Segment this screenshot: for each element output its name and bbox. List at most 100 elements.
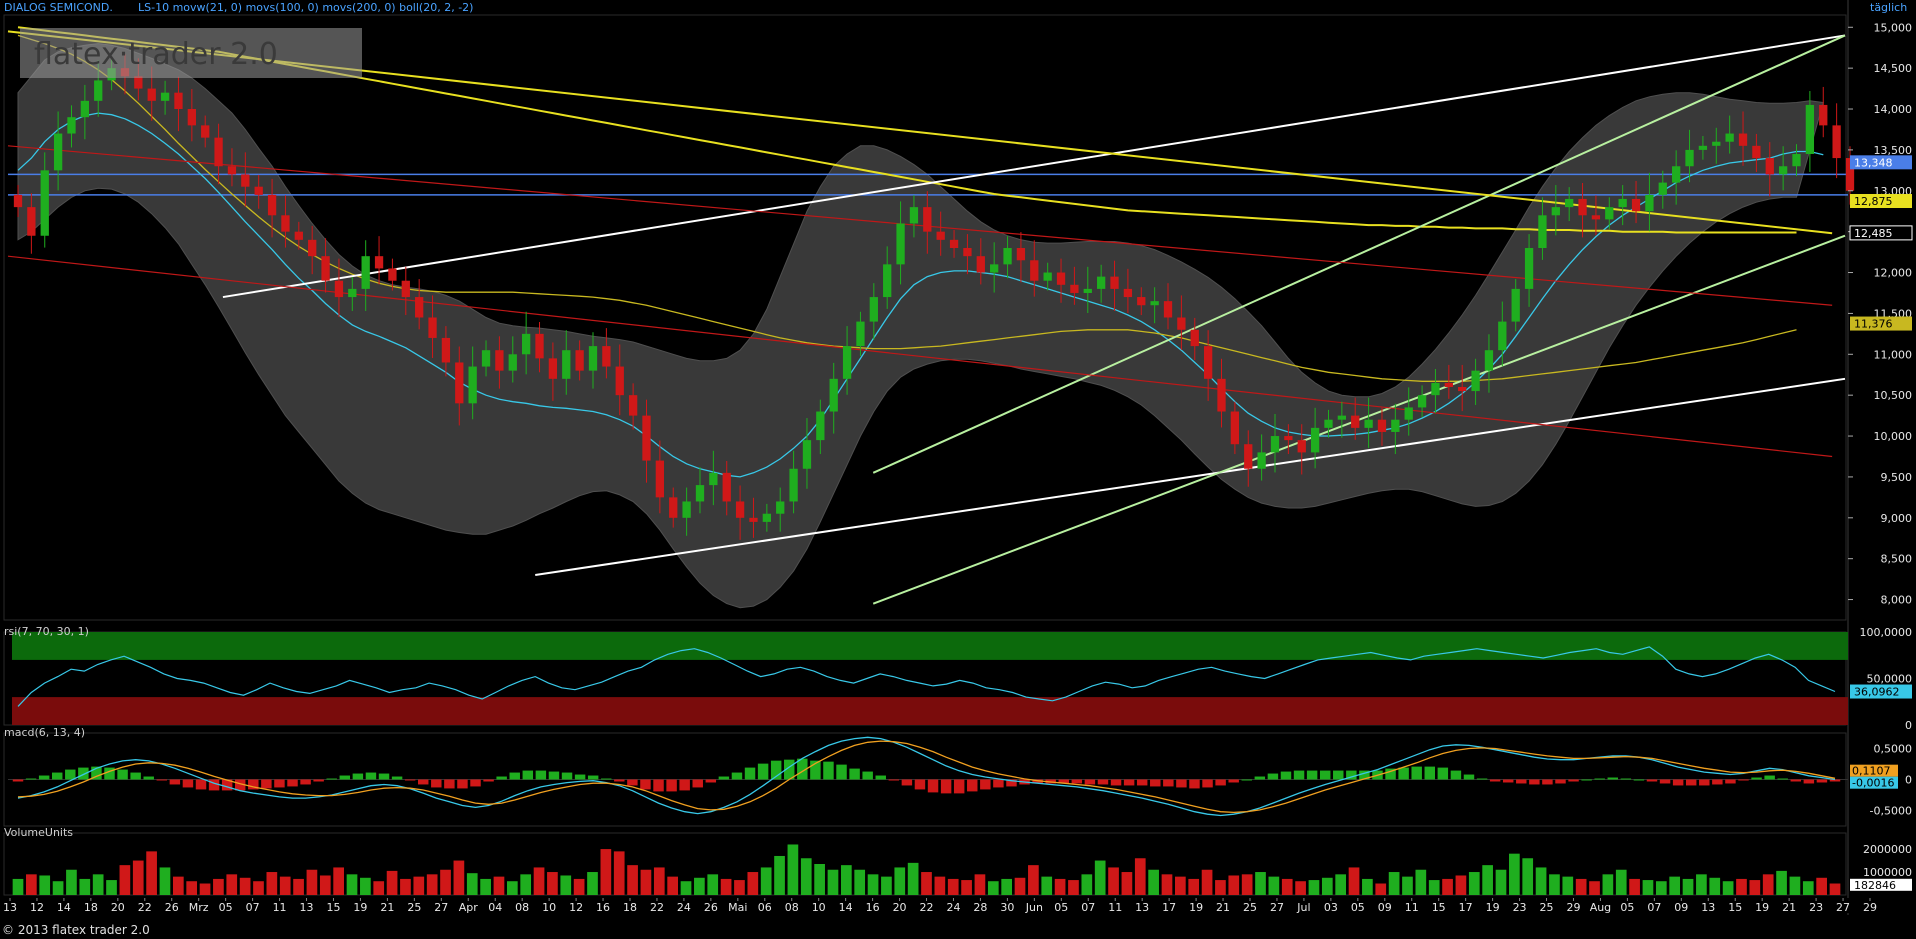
candle [1565,187,1574,222]
candle [669,487,678,528]
date-tick-label: 07 [1081,901,1095,914]
date-tick-label: 20 [111,901,125,914]
macd-histogram-bar [339,775,351,780]
trendlines [7,30,1846,605]
candle-body [1524,248,1534,289]
macd-histogram-bar [1463,774,1475,780]
macd-histogram-bar [679,779,690,791]
macd-histogram-bar [104,767,115,780]
macd-tick-label: 0 [1905,774,1912,787]
macd-histogram-bar [326,778,337,780]
candle-body [415,297,424,318]
candle [1792,144,1801,177]
trendline-white [535,377,1846,577]
date-tick-label: 13 [300,901,314,914]
candle [1832,103,1841,179]
candle-body [1845,158,1855,191]
volume-bar [26,874,37,895]
candle-body [374,256,384,269]
macd-histogram-bar [261,779,272,789]
candle [522,311,531,375]
date-tick-label: 23 [1809,901,1823,914]
candle [334,258,344,318]
date-tick-label: 19 [353,901,367,914]
candle [348,277,357,311]
trendline-green [872,34,1846,474]
candle [1097,264,1106,303]
price-tick-label: 14,000 [1874,103,1913,116]
candle-body [1351,415,1360,428]
logo-text: flatex·trader 2.0 [34,37,278,72]
candle-body [963,248,972,257]
volume-bar [1468,872,1480,895]
candle-body [1056,272,1066,285]
volume-bar [1535,867,1547,895]
date-tick-label: 20 [893,901,907,914]
candle [468,346,477,420]
volume-bar [1415,869,1427,895]
candle-body [1645,194,1654,212]
volume-bar [1669,876,1681,895]
candle-body [508,354,517,371]
candle [1685,129,1694,183]
macd-histogram-bar [274,779,285,788]
date-tick-label: Apr [459,901,479,914]
candle-body [842,346,852,379]
candle [949,230,959,258]
macd-histogram-bar [823,761,834,780]
volume-bar [1776,870,1787,895]
candle-body [1805,104,1815,154]
candle [1417,385,1427,418]
date-tick-label: Mrz [189,901,209,914]
candle-body [682,501,691,518]
date-tick-label: 11 [273,901,287,914]
candle-body [1765,158,1774,175]
candle-body [187,109,196,126]
macd-histogram-bar [1110,779,1122,786]
candle-body [1097,276,1106,289]
date-tick-label: 13 [3,901,17,914]
date-tick-label: Jun [1025,901,1043,914]
date-tick-label: 05 [1054,901,1068,914]
date-tick-label: 13 [1135,901,1149,914]
volume-bar [1054,878,1066,895]
volume-bar [1495,869,1507,895]
macd-histogram-bar [1097,779,1109,785]
date-tick-label: 27 [1836,901,1850,914]
candle-body [1444,382,1453,387]
macd-tick-label: -0,5000 [1870,805,1912,818]
candle-body [976,256,985,273]
candle-body [468,366,477,404]
candle [1351,397,1360,440]
volume-bar [1388,872,1400,895]
rsi-marker [1850,684,1912,699]
candle-body [201,125,210,138]
volume-bar [1736,878,1747,895]
candle-body [160,92,170,101]
candle [709,450,718,506]
candle [735,485,745,540]
volume-bar [106,880,117,895]
date-tick-label: 18 [84,901,98,914]
volume-bar [1375,883,1387,895]
volume-bar [627,865,638,895]
date-tick-label: 30 [1000,901,1014,914]
macd-histogram-bar [1084,779,1096,785]
candle-body [1137,297,1146,306]
macd-histogram-bar [496,776,507,780]
candle [415,279,424,330]
horizontal-lines [8,173,1848,196]
candle-body [241,174,250,187]
candle-body [1685,149,1694,167]
candle-body [1458,386,1467,392]
candle-body [1658,182,1667,195]
macd-histogram-bar [51,772,63,780]
candle [1618,185,1627,226]
rsi-tick-label: 0 [1905,719,1912,732]
macd-histogram-bar [509,772,520,780]
macd-histogram-bar [561,772,573,780]
date-tick-label: Mai [728,901,747,914]
macd-histogram-bar [1489,779,1501,782]
candle-body [214,137,223,167]
volume-bar [1121,872,1133,895]
